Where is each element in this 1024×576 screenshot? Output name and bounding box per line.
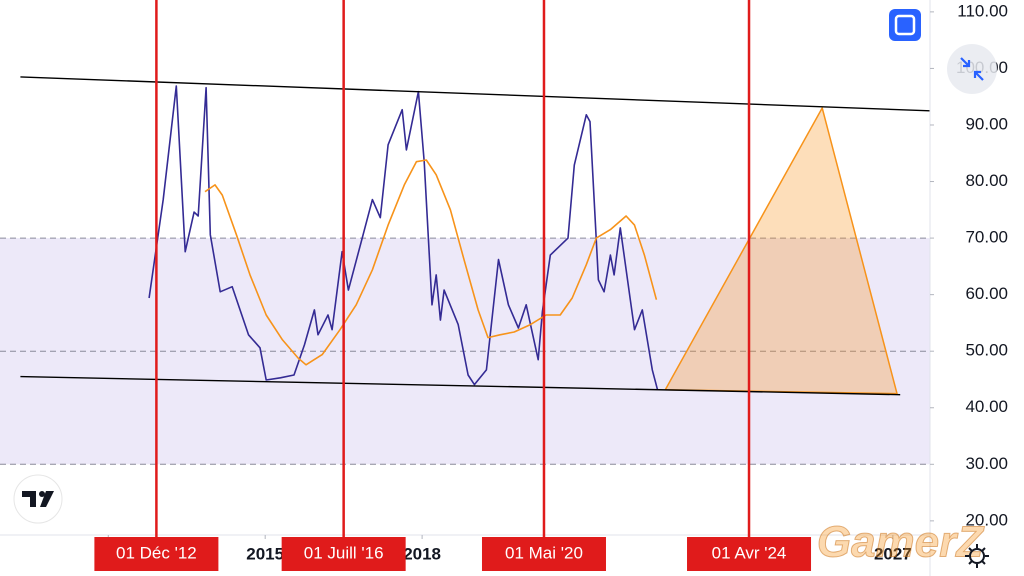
y-tick-label: 20.00 [965, 510, 1008, 529]
y-tick-label: 50.00 [965, 341, 1008, 360]
fullscreen-button[interactable] [889, 9, 921, 41]
overlay: 01 Déc '12 01 Juill '16 01 Mai '20 01 Avr '… [94, 0, 986, 571]
marker-label: 01 Déc '12 [116, 543, 197, 562]
y-tick-label: 70.00 [965, 228, 1008, 247]
marker-label: 01 Mai '20 [505, 543, 583, 562]
marker-label-box [281, 537, 406, 571]
settings-icon[interactable] [965, 544, 989, 568]
marker-label-box [481, 537, 606, 571]
x-tick-label: 2015 [246, 544, 284, 563]
logo [13, 474, 63, 524]
y-tick-label: 60.00 [965, 284, 1008, 303]
trendline [20, 76, 931, 112]
watermark: GamerZ [817, 518, 985, 567]
y-tick-label: 90.00 [965, 114, 1008, 133]
marker-label-box [94, 537, 219, 571]
marker-label: 01 Avr '24 [712, 543, 787, 562]
y-tick-label: 80.00 [965, 171, 1008, 190]
marker-label-box [687, 537, 812, 571]
x-tick-label: 2027 [874, 544, 912, 563]
y-tick-label: 30.00 [965, 454, 1008, 473]
plot-area [0, 76, 931, 465]
collapse-button[interactable] [947, 44, 997, 94]
series-line [204, 159, 658, 366]
marker-label: 01 Juill '16 [304, 543, 384, 562]
y-tick-label: 40.00 [965, 397, 1008, 416]
trendline [20, 375, 901, 396]
series-line [148, 85, 659, 390]
x-tick-label: 2018 [403, 544, 441, 563]
y-tick-label: 110.00 [957, 1, 1008, 20]
